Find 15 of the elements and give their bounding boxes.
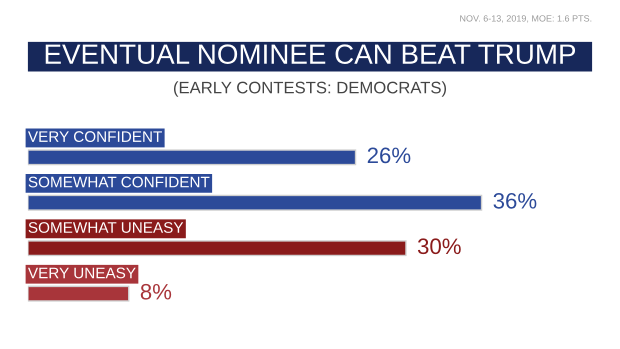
- bar: [28, 149, 356, 166]
- data-label: 36%: [494, 192, 536, 209]
- data-label: 30%: [418, 238, 461, 254]
- y-tick-label: SOMEWHAT UNEASY: [28, 222, 184, 233]
- bar: [28, 286, 130, 302]
- chart-title: EVENTUAL NOMINEE CAN BEAT TRUMP: [46, 44, 576, 64]
- chart-subtitle: (EARLY CONTESTS: DEMOCRATS): [174, 81, 446, 97]
- data-label: 8%: [140, 284, 172, 300]
- text: NOV. 6-13, 2019, MOE: 1.6 PTS.: [460, 15, 592, 23]
- y-tick-label: VERY CONFIDENT: [28, 131, 162, 142]
- y-tick-label: SOMEWHAT CONFIDENT: [28, 176, 210, 188]
- data-label: 26%: [368, 148, 410, 164]
- bar: [28, 194, 482, 211]
- y-tick-label: VERY UNEASY: [28, 268, 136, 278]
- bar: [28, 240, 407, 256]
